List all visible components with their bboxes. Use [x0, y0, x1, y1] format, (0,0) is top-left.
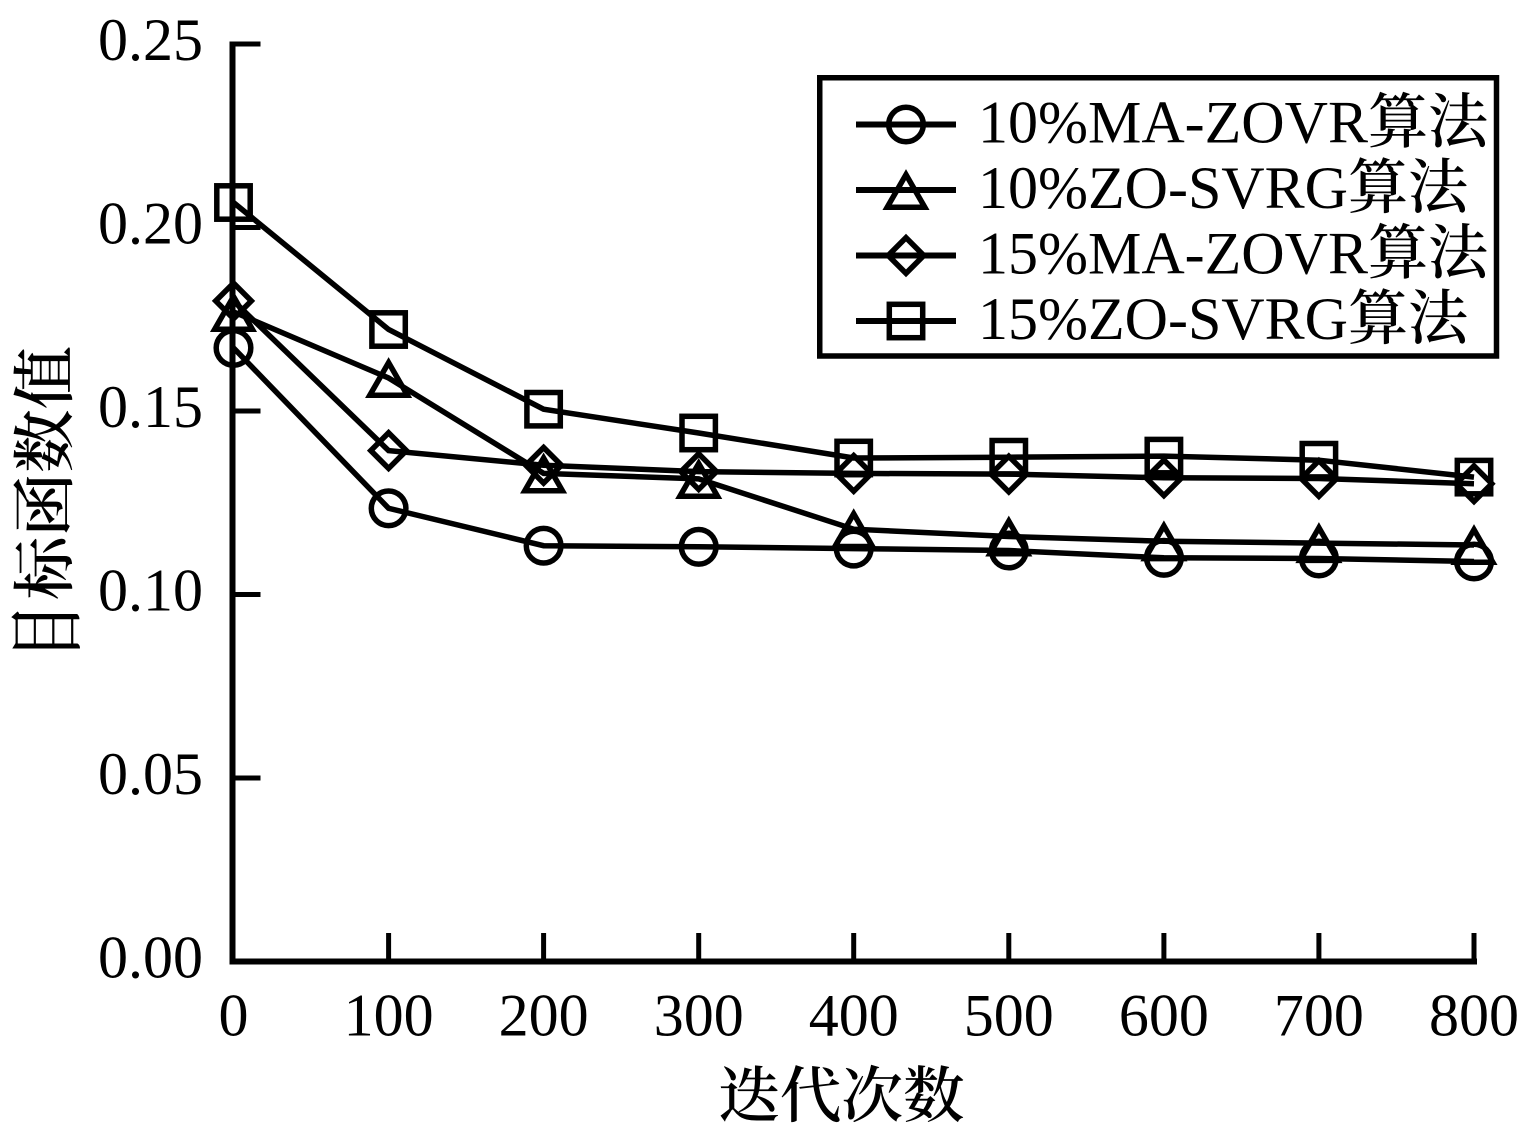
svg-text:0.05: 0.05 [98, 741, 203, 807]
svg-text:0.20: 0.20 [98, 191, 203, 257]
svg-text:0.25: 0.25 [98, 7, 203, 73]
svg-text:800: 800 [1429, 983, 1519, 1049]
svg-text:200: 200 [499, 983, 589, 1049]
svg-text:300: 300 [654, 983, 744, 1049]
svg-text:700: 700 [1274, 983, 1364, 1049]
svg-text:500: 500 [964, 983, 1054, 1049]
svg-text:10%ZO-SVRG: 10%ZO-SVRG [978, 155, 1348, 221]
svg-text:15%MA-ZOVR: 15%MA-ZOVR [978, 221, 1368, 287]
svg-text:400: 400 [809, 983, 899, 1049]
svg-text:0.00: 0.00 [98, 925, 203, 991]
svg-text:10%MA-ZOVR: 10%MA-ZOVR [978, 90, 1368, 156]
svg-text:0.10: 0.10 [98, 558, 203, 624]
svg-text:0: 0 [219, 983, 249, 1049]
svg-text:15%ZO-SVRG: 15%ZO-SVRG [978, 286, 1348, 352]
svg-text:600: 600 [1119, 983, 1209, 1049]
svg-text:0.15: 0.15 [98, 374, 203, 440]
svg-text:100: 100 [344, 983, 434, 1049]
